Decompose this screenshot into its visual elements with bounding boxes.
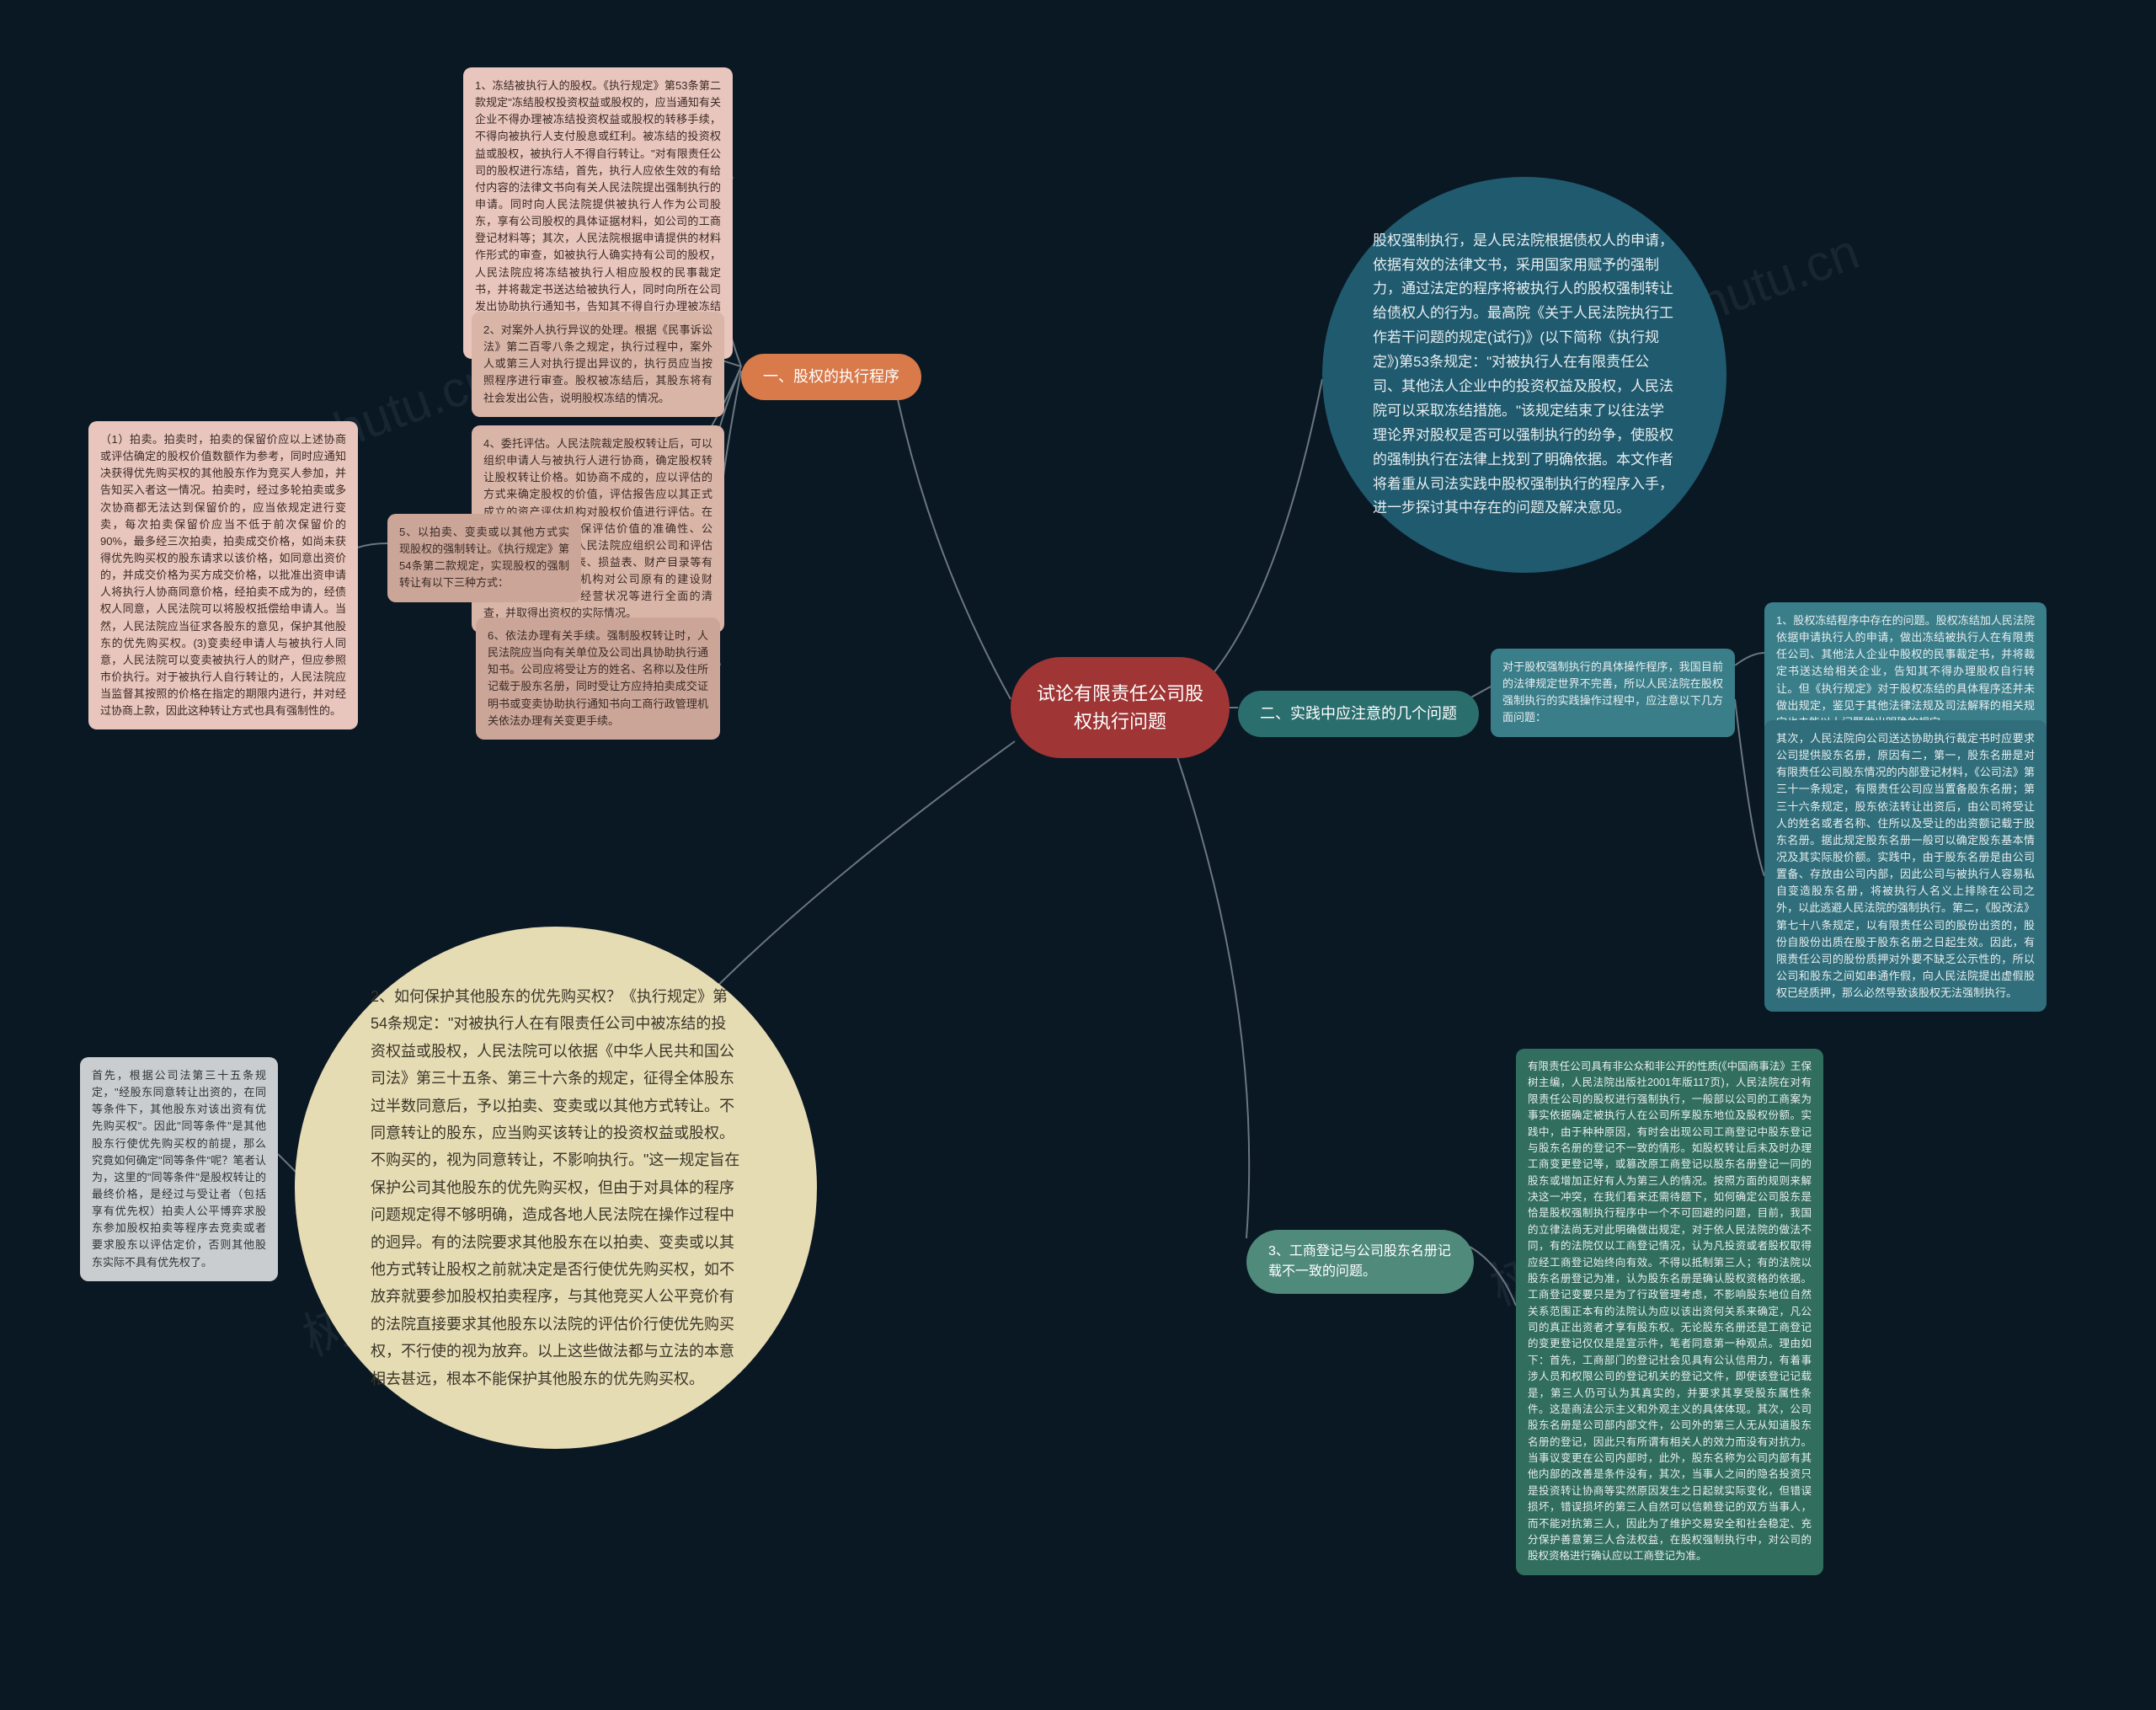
root-node[interactable]: 试论有限责任公司股权执行问题 [1011,657,1230,758]
intro-node[interactable]: 股权强制执行，是人民法院根据债权人的申请，依据有效的法律文书，采用国家用赋予的强… [1322,177,1726,573]
branch1-leaf-5-connector[interactable]: 5、以拍卖、变卖或以其他方式实现股权的强制转让。《执行规定》第54条第二款规定，… [387,514,581,602]
branch1-label[interactable]: 一、股权的执行程序 [741,354,921,400]
branch2-label[interactable]: 二、实践中应注意的几个问题 [1238,691,1479,737]
branch2-leaf-2[interactable]: 其次，人民法院向公司送达协助执行裁定书时应要求公司提供股东名册，原因有二，第一，… [1764,720,2047,1012]
branch3-leaf[interactable]: 有限责任公司具有非公众和非公开的性质(《中国商事法》王保树主编，人民法院出版社2… [1516,1049,1823,1575]
branch1-leaf-6[interactable]: 6、依法办理有关手续。强制股权转让时，人民法院应当向有关单位及公司出具协助执行通… [476,617,720,740]
branch1-leaf-5[interactable]: （1）拍卖。拍卖时，拍卖的保留价应以上述协商或评估确定的股权价值数额作为参考，同… [88,421,358,729]
branch1-leaf-2[interactable]: 2、对案外人执行异议的处理。根据《民事诉讼法》第二百零八条之规定，执行过程中，案… [472,312,724,417]
branch2-sub[interactable]: 对于股权强制执行的具体操作程序，我国目前的法律规定世界不完善，所以人民法院在股权… [1491,649,1735,737]
branch4-leaf[interactable]: 首先，根据公司法第三十五条规定，"经股东同意转让出资的，在同等条件下，其他股东对… [80,1057,278,1281]
branch4-node[interactable]: 2、如何保护其他股东的优先购买权？《执行规定》第54条规定："对被执行人在有限责… [295,927,817,1449]
branch3-label[interactable]: 3、工商登记与公司股东名册记载不一致的问题。 [1246,1230,1474,1294]
